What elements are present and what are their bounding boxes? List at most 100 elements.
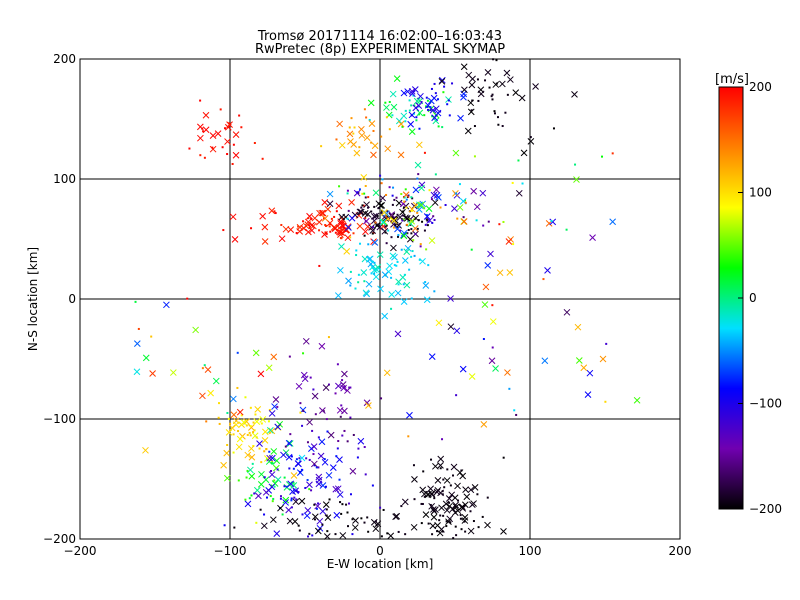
scatter-point-dot <box>457 499 460 502</box>
scatter-point-x <box>422 511 430 518</box>
scatter-point-dot <box>348 386 351 389</box>
scatter-point-x <box>296 227 304 235</box>
scatter-point-x <box>257 370 265 378</box>
scatter-point-x <box>347 138 354 145</box>
scatter-point-dot <box>416 211 419 214</box>
scatter-point-dot <box>390 236 393 239</box>
scatter-point-dot <box>298 457 301 460</box>
scatter-point-x <box>255 492 262 500</box>
scatter-point-x <box>282 496 290 504</box>
scatter-point-x <box>417 92 424 100</box>
scatter-point-dot <box>404 109 407 112</box>
scatter-point-x <box>212 377 220 385</box>
scatter-point-x <box>149 370 156 377</box>
scatter-point-dot <box>378 268 381 271</box>
scatter-point-dot <box>334 533 337 536</box>
scatter-point-dot <box>307 535 310 538</box>
scatter-point-dot <box>380 182 383 185</box>
scatter-point-dot <box>388 128 391 131</box>
scatter-point-x <box>400 232 408 240</box>
scatter-point-dot <box>473 125 476 128</box>
scatter-point-x <box>406 411 413 419</box>
scatter-point-dot <box>502 456 505 459</box>
scatter-point-x <box>438 504 445 512</box>
scatter-point-dot <box>477 99 480 102</box>
scatter-point-dot <box>373 205 376 208</box>
scatter-point-x <box>228 424 236 432</box>
scatter-point-dot <box>290 497 293 500</box>
scatter-point-dot <box>317 436 320 439</box>
scatter-point-x <box>346 130 354 138</box>
x-tick-label: 0 <box>376 544 384 558</box>
scatter-point-dot <box>373 272 376 275</box>
scatter-point-dot <box>292 481 295 484</box>
scatter-point-dot <box>484 79 487 82</box>
scatter-point-x <box>364 210 372 218</box>
scatter-point-x <box>314 502 321 510</box>
scatter-point-dot <box>231 162 234 165</box>
scatter-point-dot <box>400 193 403 196</box>
scatter-point-x <box>520 149 528 157</box>
scatter-point-x <box>430 513 438 521</box>
scatter-point-x <box>285 506 293 514</box>
scatter-point-x <box>459 365 467 373</box>
scatter-point-dot <box>425 218 428 221</box>
scatter-point-dot <box>325 508 328 511</box>
scatter-point-dot <box>458 183 461 186</box>
scatter-point-x <box>461 517 469 524</box>
scatter-point-dot <box>385 224 388 227</box>
scatter-point-dot <box>416 177 419 180</box>
scatter-point-x <box>236 408 244 416</box>
scatter-point-dot <box>408 109 411 112</box>
scatter-point-x <box>256 440 263 447</box>
scatter-point-dot <box>462 216 465 219</box>
scatter-point-dot <box>238 114 241 117</box>
scatter-point-dot <box>402 214 405 217</box>
scatter-point-dot <box>273 485 276 488</box>
x-tick-label: 200 <box>669 544 692 558</box>
scatter-point-x <box>244 451 252 459</box>
scatter-point-x <box>360 174 368 181</box>
scatter-point-dot <box>297 491 300 494</box>
scatter-point-x <box>469 75 476 83</box>
scatter-point-dot <box>352 433 355 436</box>
scatter-point-x <box>389 90 397 98</box>
scatter-point-dot <box>380 397 383 400</box>
scatter-point-x <box>468 81 476 89</box>
scatter-point-dot <box>498 223 501 226</box>
scatter-point-dot <box>414 233 417 236</box>
scatter-point-x <box>356 222 364 230</box>
scatter-point-x <box>341 407 348 415</box>
scatter-point-dot <box>249 425 252 428</box>
scatter-point-x <box>319 407 326 414</box>
scatter-point-dot <box>430 87 433 90</box>
scatter-point-dot <box>351 518 354 521</box>
scatter-point-x <box>133 340 141 347</box>
scatter-point-dot <box>232 143 235 146</box>
scatter-point-x <box>377 285 384 293</box>
scatter-point-x <box>344 234 352 242</box>
scatter-point-x <box>380 209 388 216</box>
scatter-point-x <box>363 134 371 142</box>
scatter-point-x <box>142 354 150 362</box>
scatter-point-dot <box>391 203 394 206</box>
scatter-point-x <box>402 191 410 199</box>
scatter-point-x <box>395 278 402 286</box>
scatter-point-dot <box>377 207 380 210</box>
scatter-point-dot <box>272 497 275 500</box>
scatter-point-x <box>280 451 287 459</box>
scatter-point-x <box>468 501 476 508</box>
scatter-point-dot <box>399 229 402 232</box>
scatter-point-dot <box>452 474 455 477</box>
scatter-point-x <box>298 497 306 505</box>
scatter-point-dot <box>604 400 607 403</box>
scatter-point-x <box>351 524 359 531</box>
scatter-point-x <box>252 349 260 357</box>
scatter-point-dot <box>410 196 413 199</box>
scatter-point-dot <box>391 114 394 117</box>
scatter-point-dot <box>404 188 407 191</box>
scatter-point-dot <box>364 217 367 220</box>
scatter-point-x <box>321 199 329 206</box>
scatter-point-x <box>220 461 227 469</box>
scatter-point-dot <box>436 530 439 533</box>
